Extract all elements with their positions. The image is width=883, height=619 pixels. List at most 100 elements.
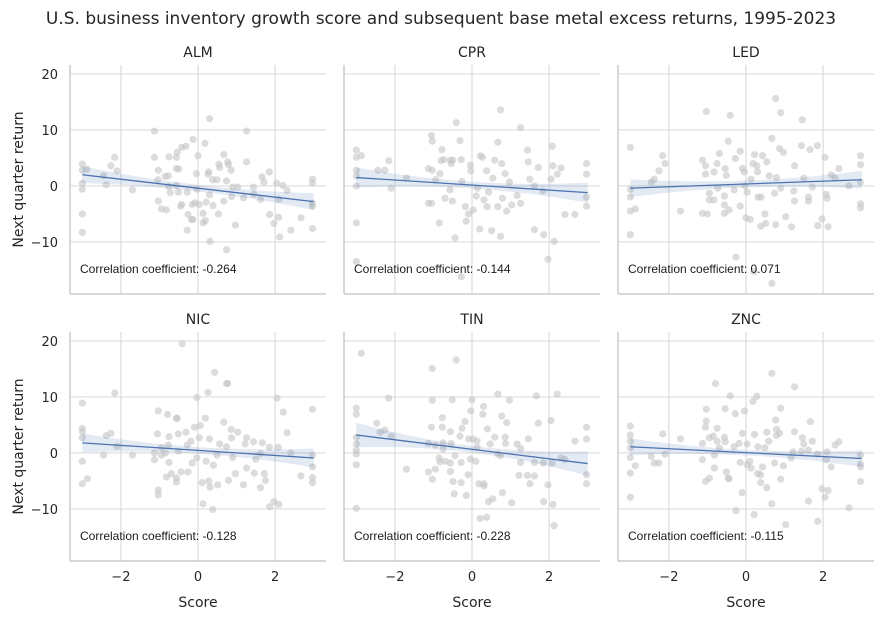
data-point [835, 164, 843, 173]
data-point [710, 464, 718, 472]
data-point [655, 167, 663, 175]
data-point [440, 156, 448, 164]
data-point [428, 396, 436, 404]
data-point [489, 174, 497, 182]
data-point [451, 234, 459, 242]
data-point [631, 205, 639, 213]
data-point [501, 439, 510, 448]
data-point [768, 500, 776, 508]
data-point [483, 425, 492, 433]
data-point [553, 170, 561, 178]
data-point [462, 491, 470, 500]
data-point [239, 481, 248, 489]
data-point [626, 193, 634, 201]
data-point [283, 186, 291, 195]
data-point [385, 394, 393, 402]
correlation-label: Correlation coefficient: -0.128 [80, 529, 237, 543]
data-point [274, 213, 283, 221]
data-point [352, 450, 360, 458]
data-point [540, 498, 548, 506]
data-point [150, 449, 159, 457]
data-point [446, 467, 455, 476]
data-point [534, 163, 542, 172]
data-point [703, 210, 712, 218]
data-point [549, 162, 557, 170]
data-point [765, 172, 773, 180]
data-point [265, 443, 273, 451]
data-point [772, 173, 781, 182]
data-point [461, 417, 469, 426]
data-point [713, 437, 721, 445]
data-point [387, 184, 395, 192]
data-point [458, 424, 466, 432]
y-tick-label: 0 [50, 180, 58, 195]
data-point [757, 471, 765, 479]
data-point [229, 453, 237, 462]
data-point [747, 464, 755, 472]
data-point [424, 468, 433, 476]
data-point [661, 159, 669, 168]
data-point [234, 183, 242, 191]
panel-title: NIC [186, 312, 211, 328]
data-point [561, 210, 569, 219]
data-point [308, 463, 317, 471]
regression-line [82, 174, 314, 203]
data-point [516, 199, 525, 207]
data-point [526, 175, 534, 183]
data-point [496, 452, 505, 460]
data-point [446, 428, 455, 436]
data-point [449, 156, 457, 164]
data-point [626, 431, 634, 439]
data-point [524, 435, 532, 443]
data-point [276, 233, 284, 241]
data-point [154, 176, 162, 184]
x-tick-label: −2 [385, 570, 404, 585]
data-point [772, 94, 780, 103]
data-point [441, 194, 449, 202]
data-point [242, 127, 251, 135]
data-point [352, 440, 360, 448]
data-point [113, 167, 121, 175]
data-point [308, 179, 317, 187]
data-point [193, 393, 201, 402]
data-point [249, 183, 258, 191]
data-point [698, 456, 707, 464]
data-point [724, 137, 732, 145]
x-tick-label: −2 [111, 570, 130, 585]
data-point [804, 446, 813, 454]
data-point [178, 200, 186, 209]
data-point [757, 193, 765, 201]
data-point [530, 226, 539, 234]
data-point [154, 166, 162, 174]
regression-line [630, 446, 862, 460]
data-point [501, 170, 509, 178]
data-point [736, 202, 744, 210]
data-point [505, 178, 513, 186]
data-point [357, 152, 365, 160]
data-point [224, 161, 233, 169]
data-point [449, 477, 457, 486]
data-point [166, 189, 174, 197]
x-tick-label: 2 [819, 570, 827, 585]
data-point [550, 522, 558, 530]
data-point [381, 166, 389, 174]
data-point [530, 472, 539, 480]
data-point [491, 156, 499, 164]
data-point [78, 399, 86, 407]
data-point [544, 255, 552, 263]
panel-title: TIN [459, 312, 483, 328]
data-point [153, 430, 162, 438]
data-point [193, 454, 201, 462]
data-point [757, 479, 765, 487]
data-point [436, 170, 444, 178]
data-point [78, 210, 86, 218]
data-point [789, 448, 797, 456]
data-point [461, 203, 470, 211]
data-point [661, 450, 669, 458]
data-point [480, 482, 488, 490]
data-point [800, 440, 808, 448]
data-point [287, 449, 295, 457]
data-point [787, 454, 795, 462]
data-point [199, 209, 207, 217]
data-point [777, 184, 785, 192]
